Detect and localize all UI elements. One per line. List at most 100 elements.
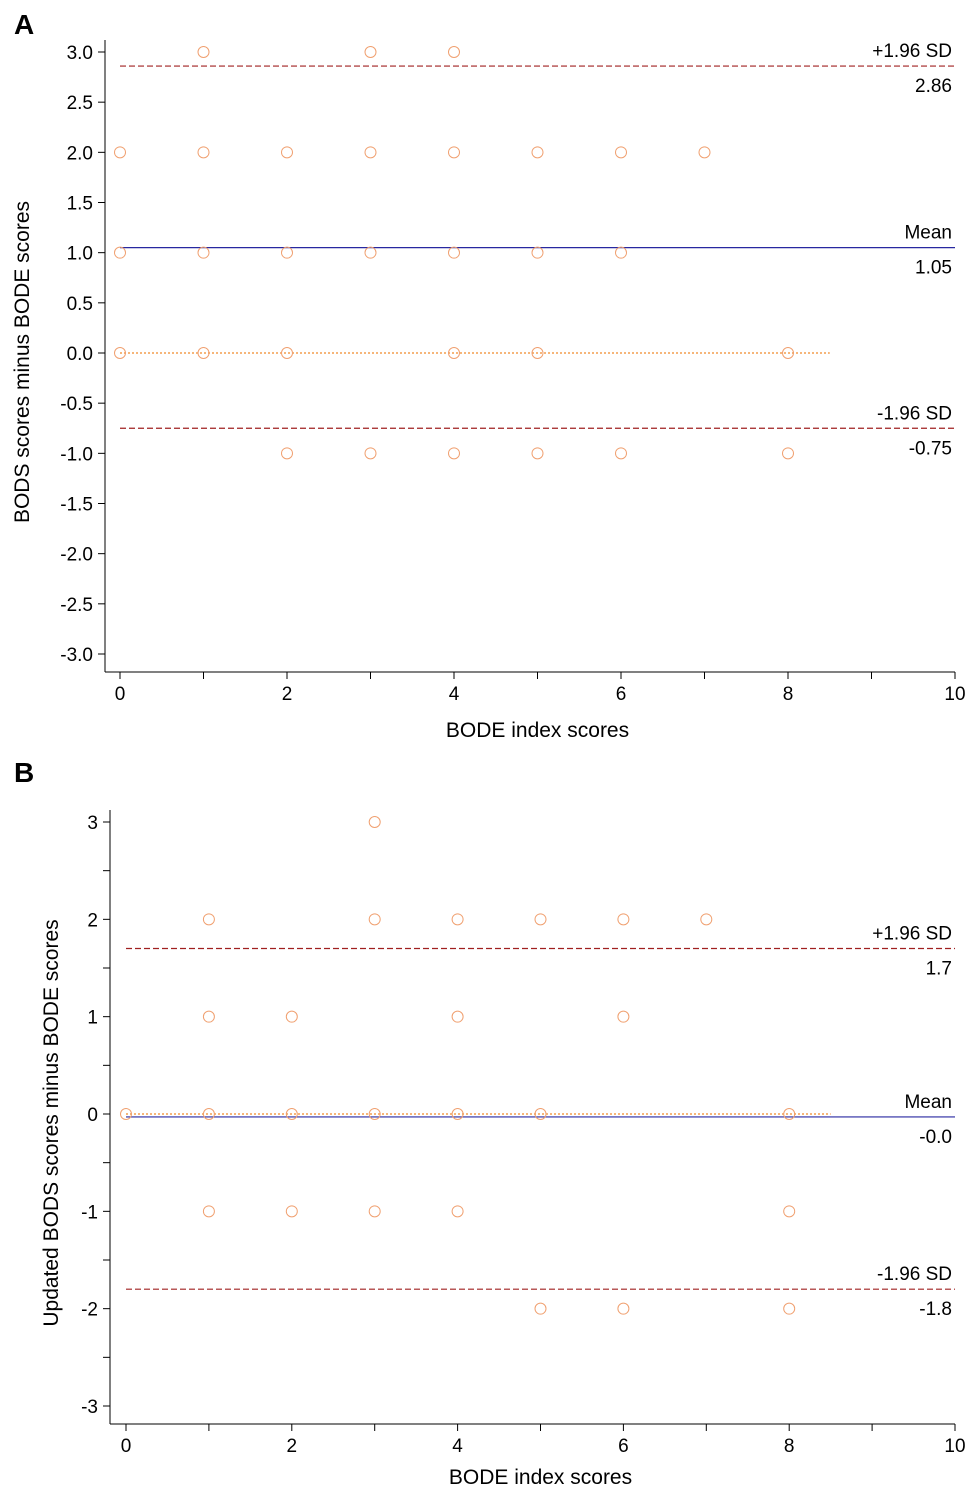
data-point bbox=[534, 1302, 547, 1315]
data-point bbox=[448, 146, 460, 159]
data-point bbox=[451, 1205, 464, 1218]
x-tick-label: 6 bbox=[618, 1436, 629, 1457]
data-point bbox=[783, 1108, 796, 1120]
data-point bbox=[197, 246, 210, 259]
reference-line-name: +1.96 SD bbox=[872, 41, 952, 62]
data-point bbox=[202, 1108, 215, 1120]
reference-line-name: Mean bbox=[904, 1092, 952, 1113]
x-tick-label: 8 bbox=[784, 1436, 795, 1457]
y-tick-label: 3 bbox=[87, 813, 98, 834]
data-point bbox=[285, 1205, 298, 1218]
data-point bbox=[451, 913, 464, 926]
reference-line-value: 1.7 bbox=[926, 959, 952, 980]
x-tick-label: 4 bbox=[449, 684, 460, 705]
data-point bbox=[531, 246, 544, 259]
y-tick-label: -1 bbox=[81, 1202, 98, 1223]
y-tick-label: 0.5 bbox=[67, 294, 93, 315]
data-point bbox=[615, 146, 627, 159]
data-point bbox=[281, 347, 293, 359]
data-point bbox=[783, 1205, 796, 1218]
x-tick-label: 6 bbox=[616, 684, 627, 705]
y-tick-label: 0.0 bbox=[67, 344, 93, 365]
data-point bbox=[531, 447, 544, 460]
y-tick-label: 2 bbox=[87, 910, 98, 931]
reference-line-name: -1.96 SD bbox=[877, 403, 952, 424]
data-point bbox=[368, 913, 381, 926]
y-axis-title: Updated BODS scores minus BODE scores bbox=[40, 919, 63, 1326]
data-point bbox=[448, 46, 460, 58]
data-point bbox=[531, 347, 544, 359]
y-tick-label: 2.0 bbox=[67, 143, 93, 164]
reference-line-value: 2.86 bbox=[915, 76, 952, 97]
y-tick-label: -1.0 bbox=[60, 444, 93, 465]
data-point bbox=[197, 146, 210, 159]
data-point bbox=[197, 46, 210, 58]
data-point bbox=[782, 347, 794, 359]
reference-line-value: 1.05 bbox=[915, 258, 952, 279]
x-axis-title: BODE index scores bbox=[449, 1466, 632, 1489]
y-tick-label: -1.5 bbox=[60, 495, 93, 516]
data-point bbox=[364, 46, 377, 58]
y-tick-label: 1 bbox=[87, 1008, 98, 1029]
data-point bbox=[197, 347, 210, 359]
panel-label: A bbox=[14, 9, 34, 40]
x-tick-label: 0 bbox=[115, 684, 126, 705]
reference-line-name: -1.96 SD bbox=[877, 1264, 952, 1285]
x-tick-label: 8 bbox=[783, 684, 794, 705]
data-point bbox=[114, 246, 126, 259]
data-point bbox=[114, 347, 126, 359]
x-axis-title: BODE index scores bbox=[446, 719, 629, 742]
data-point bbox=[281, 246, 293, 259]
data-point bbox=[451, 1010, 464, 1023]
data-point bbox=[368, 816, 381, 828]
data-point bbox=[364, 447, 377, 460]
data-point bbox=[782, 447, 794, 460]
data-point bbox=[202, 913, 215, 926]
reference-line-value: -0.75 bbox=[909, 438, 952, 459]
data-point bbox=[448, 347, 460, 359]
y-tick-label: 2.5 bbox=[67, 93, 93, 114]
data-point bbox=[364, 146, 377, 159]
x-tick-label: 4 bbox=[452, 1436, 463, 1457]
data-point bbox=[615, 246, 627, 259]
reference-line-value: -1.8 bbox=[919, 1299, 952, 1320]
data-point bbox=[285, 1108, 298, 1120]
x-tick-label: 2 bbox=[282, 684, 293, 705]
y-tick-label: -3.0 bbox=[60, 645, 93, 666]
x-tick-label: 0 bbox=[121, 1436, 132, 1457]
y-tick-label: -2.0 bbox=[60, 545, 93, 566]
panel-a: A -3.0 -2.5 -2.0 -1.5 -1.0 -0.5 0.0 0.5 1.0 1.5 2.0… bbox=[11, 9, 966, 742]
data-point bbox=[617, 1302, 630, 1315]
x-tick-label: 2 bbox=[287, 1436, 298, 1457]
data-point bbox=[368, 1205, 381, 1218]
reference-line-name: +1.96 SD bbox=[872, 924, 952, 945]
data-point bbox=[448, 447, 460, 460]
reference-line-name: Mean bbox=[904, 223, 952, 244]
data-point bbox=[617, 913, 630, 926]
panel-label: B bbox=[14, 757, 34, 788]
y-tick-label: -2 bbox=[81, 1300, 98, 1321]
data-point bbox=[364, 246, 377, 259]
x-tick-label: 10 bbox=[944, 1436, 965, 1457]
data-point bbox=[202, 1010, 215, 1023]
data-point bbox=[120, 1108, 132, 1120]
y-tick-label: 1.0 bbox=[67, 244, 93, 265]
data-point bbox=[615, 447, 627, 460]
y-tick-label: -3 bbox=[81, 1397, 98, 1418]
data-point bbox=[285, 1010, 298, 1023]
data-point bbox=[700, 913, 713, 926]
x-tick-label: 10 bbox=[944, 684, 965, 705]
y-tick-label: 1.5 bbox=[67, 194, 93, 215]
reference-line-value: -0.0 bbox=[919, 1127, 952, 1148]
data-point bbox=[698, 146, 711, 159]
data-point bbox=[281, 146, 293, 159]
data-point bbox=[531, 146, 544, 159]
data-point bbox=[451, 1108, 464, 1120]
data-point bbox=[534, 913, 547, 926]
y-tick-label: -0.5 bbox=[60, 394, 93, 415]
y-tick-label: -2.5 bbox=[60, 595, 93, 616]
data-point bbox=[448, 246, 460, 259]
data-point bbox=[281, 447, 293, 460]
panel-b: B -3 -2 -1 0 1 2 3 0 2 4 6 8 10 BODE index scores Updat… bbox=[14, 757, 966, 1489]
